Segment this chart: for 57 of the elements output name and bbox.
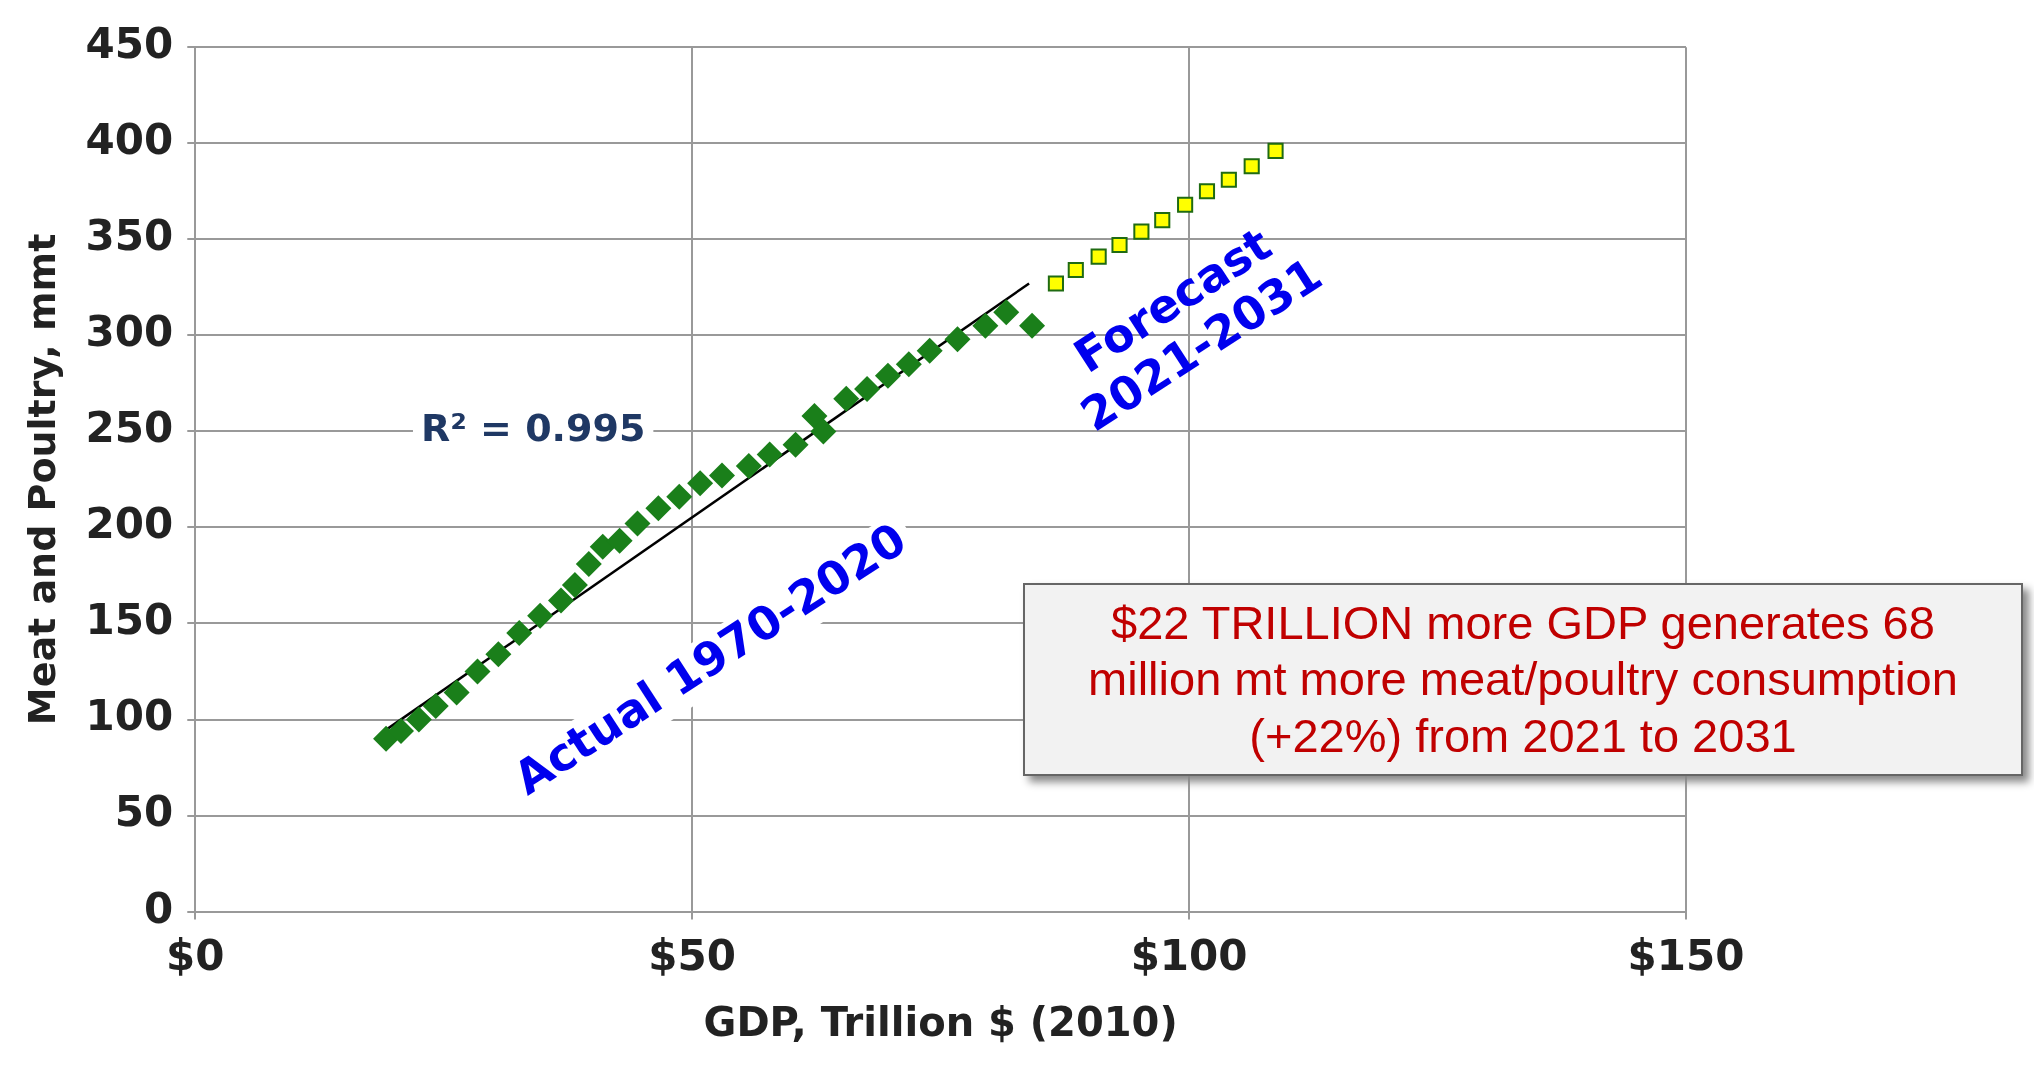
y-tick-label: 300 [85,307,174,357]
x-tick-label: $0 [166,930,225,980]
point [1243,158,1260,175]
y-tick-label: 100 [85,691,174,741]
annotation: R² = 0.995 [420,406,646,451]
x-tick-label: $150 [1627,930,1745,980]
x-tick-label: $50 [648,930,737,980]
point [735,452,762,479]
point [506,620,533,647]
point [527,602,554,629]
y-tick-label: 450 [85,19,174,69]
point [645,495,672,522]
point [606,527,633,554]
point [485,641,512,668]
annotation: $22 TRILLION more GDP generates 68 million mt more meat/poultry consumption (+22%) from 2021 to 2031 [1023,583,2023,777]
point [810,418,837,445]
point [405,706,432,733]
point [874,362,901,389]
point [895,351,922,378]
point [443,679,470,706]
point [1154,212,1171,229]
point [944,326,971,353]
point [464,658,491,685]
y-tick-label: 50 [114,787,174,837]
point [422,693,449,720]
point [1198,183,1216,200]
point [854,376,881,403]
point [756,441,783,468]
point [687,470,714,497]
point [993,299,1020,326]
point [1267,142,1284,159]
point [1220,171,1237,188]
point [548,587,574,614]
point [972,312,999,339]
y-tick-label: 200 [85,499,174,549]
point [561,572,588,599]
point [709,462,735,489]
point [801,403,828,430]
point [1047,275,1064,292]
y-tick-label: 400 [85,115,174,165]
y-tick-label: 250 [85,403,174,453]
point [782,431,809,458]
point [387,718,414,745]
point [589,533,616,560]
point [833,385,860,412]
point [1019,312,1046,339]
point [1177,196,1194,213]
y-tick-label: 0 [144,883,174,933]
point [624,510,651,537]
x-tick-label: $100 [1130,930,1248,980]
x-axis-title: GDP, Trillion $ (2010) [703,999,1178,1046]
y-axis-title: Meat and Poultry, mmt [19,233,64,726]
y-tick-label: 150 [85,595,174,645]
point [575,550,602,577]
point [666,483,693,510]
point [916,337,943,364]
y-tick-label: 350 [85,211,174,261]
